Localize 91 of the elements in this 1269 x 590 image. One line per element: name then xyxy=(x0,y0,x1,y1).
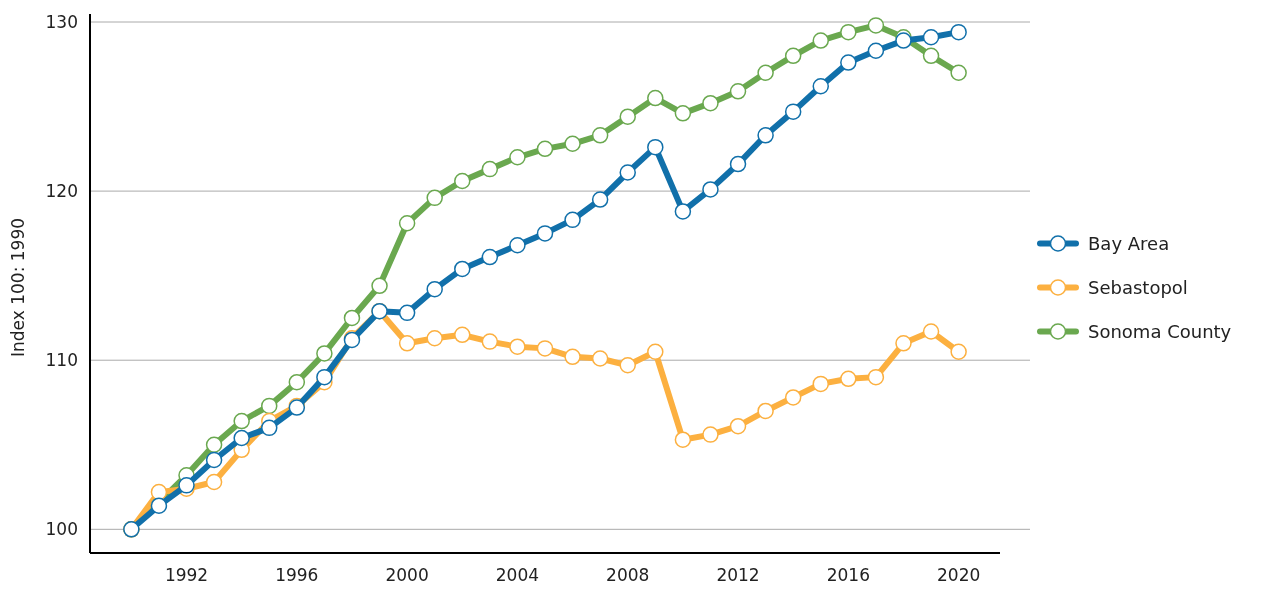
point xyxy=(398,304,416,322)
point xyxy=(509,149,526,166)
x-tick-label: 2000 xyxy=(385,565,429,585)
point xyxy=(591,127,609,144)
point xyxy=(812,78,830,95)
point xyxy=(895,32,912,49)
x-tick-label: 1992 xyxy=(164,565,209,585)
point xyxy=(867,17,885,34)
point xyxy=(867,368,885,386)
x-tick-label: 2020 xyxy=(937,565,981,585)
point xyxy=(619,357,636,374)
point xyxy=(398,335,416,352)
point xyxy=(426,329,443,347)
point xyxy=(922,28,940,46)
point xyxy=(343,309,361,327)
point xyxy=(288,373,306,391)
point xyxy=(564,135,581,153)
point xyxy=(867,42,885,59)
legend-label: Bay Area xyxy=(1088,232,1170,254)
point xyxy=(536,340,554,357)
point xyxy=(729,83,747,100)
point xyxy=(150,483,168,501)
point xyxy=(260,397,278,415)
point xyxy=(481,333,499,350)
point xyxy=(619,108,636,125)
point xyxy=(591,191,609,208)
point xyxy=(564,348,581,366)
point xyxy=(205,451,223,469)
point xyxy=(784,103,802,120)
point xyxy=(481,248,499,266)
point xyxy=(536,140,554,158)
point xyxy=(205,436,223,454)
y-tick-label: 110 xyxy=(45,350,78,371)
point xyxy=(233,412,250,430)
legend-label: Sebastopol xyxy=(1088,276,1188,298)
x-tick-label: 2012 xyxy=(716,565,760,585)
point xyxy=(840,23,857,41)
point xyxy=(426,189,443,207)
point xyxy=(233,429,250,447)
point xyxy=(729,417,747,435)
point xyxy=(922,47,940,65)
point xyxy=(316,368,333,386)
point xyxy=(674,105,692,122)
point xyxy=(509,236,526,254)
point xyxy=(922,323,940,340)
point xyxy=(702,181,719,198)
point xyxy=(674,203,692,220)
point xyxy=(619,164,636,181)
point xyxy=(454,172,471,190)
point xyxy=(840,370,857,388)
point xyxy=(757,64,774,81)
point xyxy=(564,211,581,229)
point xyxy=(260,419,278,437)
point xyxy=(316,345,333,362)
point xyxy=(757,127,774,144)
point xyxy=(950,64,967,81)
x-tick-label: 1996 xyxy=(275,565,319,585)
point xyxy=(757,402,774,420)
point xyxy=(702,426,719,443)
x-tick-label: 2016 xyxy=(826,565,870,585)
point xyxy=(674,431,692,448)
point xyxy=(702,94,719,112)
point xyxy=(371,277,388,295)
y-axis-title: Index 100: 1990 xyxy=(8,217,28,358)
point xyxy=(812,375,830,393)
point xyxy=(784,47,802,65)
point xyxy=(647,138,664,156)
point xyxy=(205,473,223,491)
point xyxy=(840,54,857,71)
y-tick-label: 130 xyxy=(45,11,78,32)
point xyxy=(398,214,416,232)
point xyxy=(950,23,967,41)
point xyxy=(454,260,471,278)
point xyxy=(647,89,664,107)
point xyxy=(950,343,967,361)
point xyxy=(647,343,664,361)
legend-label: Sonoma County xyxy=(1088,320,1232,342)
point xyxy=(729,155,747,173)
point xyxy=(812,32,830,49)
point xyxy=(426,280,443,298)
y-tick-label: 120 xyxy=(45,181,78,202)
y-tick-label: 100 xyxy=(45,519,78,540)
point xyxy=(591,350,609,367)
x-tick-label: 2004 xyxy=(495,565,540,585)
point xyxy=(509,338,526,355)
point xyxy=(481,160,499,178)
point xyxy=(895,335,912,352)
point xyxy=(536,225,554,242)
x-tick-label: 2008 xyxy=(606,565,650,585)
point xyxy=(454,326,471,344)
point xyxy=(784,389,802,406)
